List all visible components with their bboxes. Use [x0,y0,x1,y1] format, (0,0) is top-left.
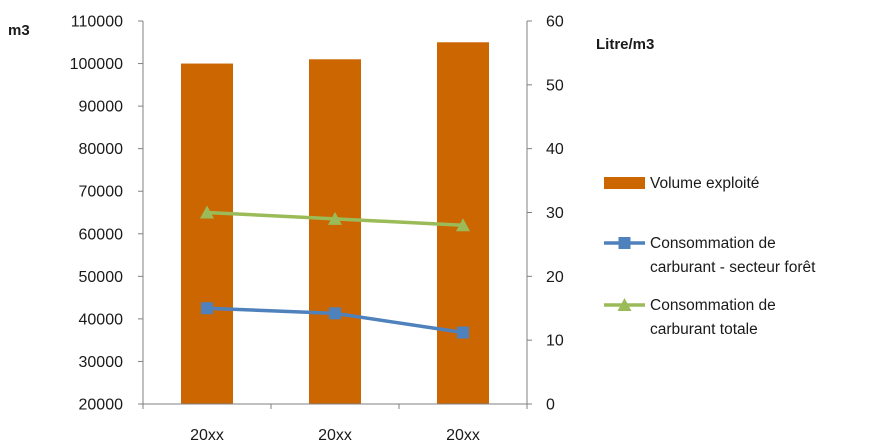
triangle-marker [200,205,214,219]
bar [181,63,233,405]
line-series [200,205,470,339]
x-tick-label: 20xx [190,427,224,444]
left-tick-label: 60000 [79,226,124,243]
legend-label: carburant - secteur forêt [650,259,816,276]
legend-label: Consommation de [650,235,776,252]
right-tick-label: 0 [546,397,555,414]
right-tick-label: 10 [546,333,564,350]
triangle-marker [456,218,470,232]
x-tick-label: 20xx [446,427,480,444]
bar-series [181,42,489,405]
right-tick-label: 50 [546,77,564,94]
x-tick-label: 20xx [318,427,352,444]
triangle-marker [328,211,342,225]
legend-swatch-bar [604,177,645,189]
axes [138,20,532,409]
right-tick-label: 40 [546,141,564,158]
right-axis-label: Litre/m3 [596,36,654,53]
legend-marker [618,237,631,249]
left-axis-label: m3 [8,22,30,39]
legend-label: Consommation de [650,297,776,314]
left-tick-label: 110000 [71,14,123,31]
right-tick-label: 60 [546,14,564,31]
left-tick-label: 70000 [79,184,124,201]
square-marker [201,302,213,315]
square-marker [457,326,469,339]
bar [309,59,361,405]
left-tick-label: 100000 [70,56,123,73]
left-tick-label: 20000 [79,397,124,414]
right-tick-label: 30 [546,205,564,222]
square-marker [329,307,341,320]
legend-marker [617,298,632,311]
left-tick-label: 30000 [79,354,124,371]
x-axis-tick-labels: 20xx 20xx 20xx [190,427,480,444]
legend: Volume exploité Consommation de carburant … [604,175,816,338]
left-tick-label: 50000 [79,269,124,286]
left-axis-tick-labels: 20000 30000 40000 50000 60000 70000 80000 90000… [70,14,123,414]
right-axis-tick-labels: 0 10 20 30 40 50 60 [546,14,564,414]
left-tick-label: 90000 [79,99,124,116]
legend-label: carburant totale [650,321,758,338]
right-tick-label: 20 [546,269,564,286]
legend-label: Volume exploité [650,175,759,192]
left-tick-label: 80000 [79,141,124,158]
left-tick-label: 40000 [79,311,124,328]
